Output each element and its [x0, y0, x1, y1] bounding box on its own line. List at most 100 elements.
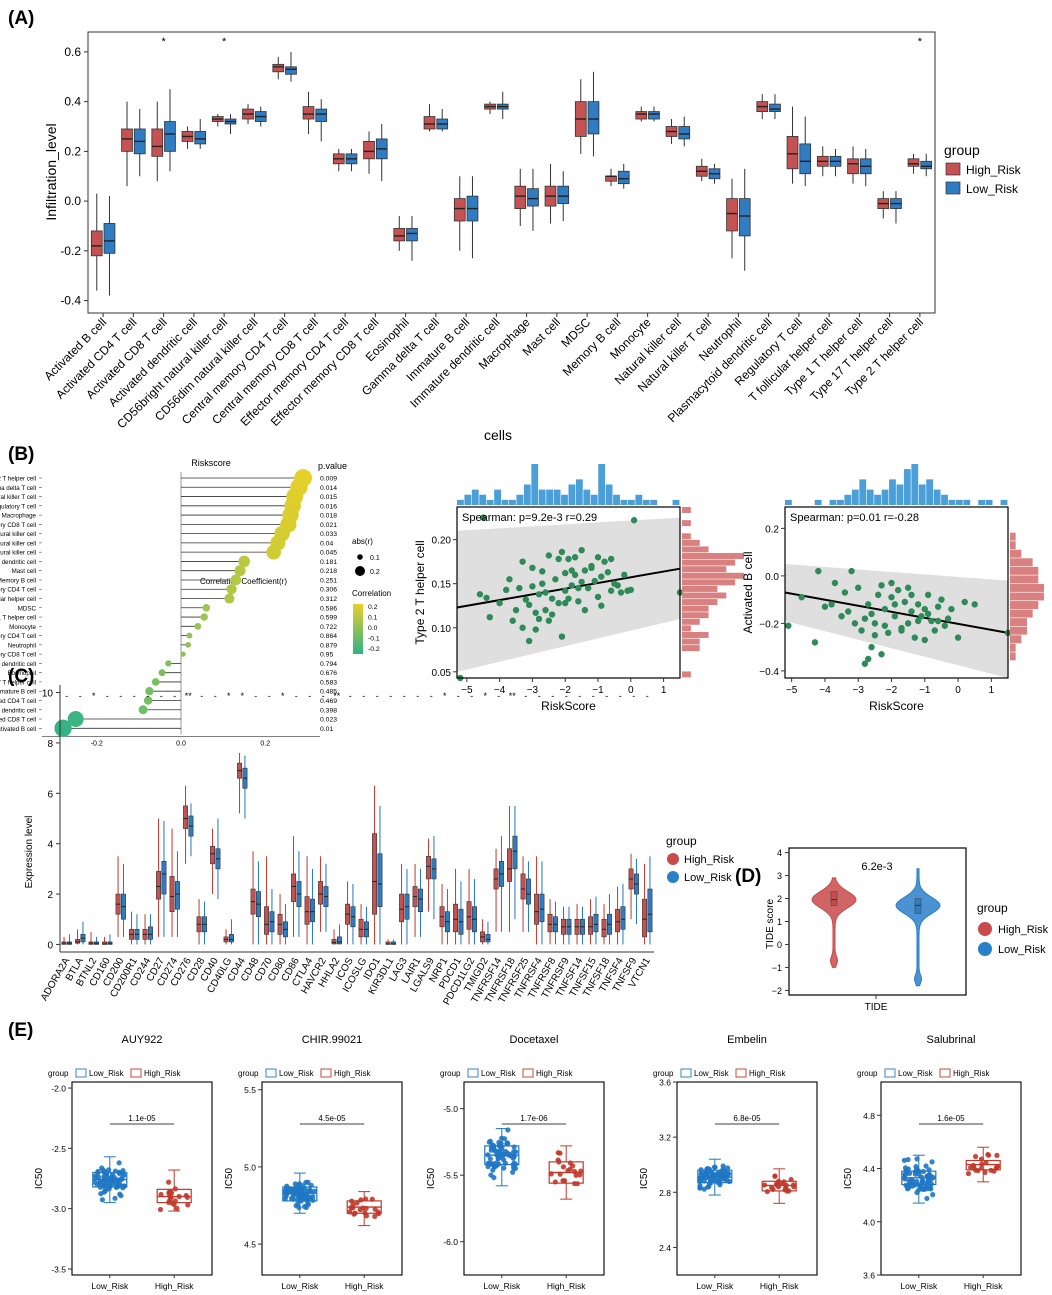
ic50-point: [293, 1184, 299, 1190]
scatter-point: [898, 627, 905, 634]
scatter-point: [871, 632, 879, 639]
ic50-point: [560, 1178, 566, 1184]
scatter-point: [874, 591, 882, 599]
ic50-point: [303, 1191, 309, 1197]
size-legend-dot-1: [357, 554, 363, 560]
significance-mark: -: [646, 691, 649, 701]
top-histogram-bar: [501, 499, 509, 505]
top-histogram-bar: [457, 499, 464, 505]
y-tick-label: 0.20: [432, 536, 452, 547]
panel-c-label: (C): [8, 666, 34, 687]
significance-mark: -: [146, 691, 149, 701]
x-tick-label: 0: [628, 685, 634, 696]
box-body: [527, 188, 539, 207]
y-tick-label: 8: [47, 739, 53, 750]
ic50-point: [791, 1184, 797, 1190]
box-body: [507, 848, 513, 882]
ic50-point: [923, 1163, 929, 1169]
panel-a-legend-low: Low_Risk: [966, 182, 1019, 196]
y-tick-label: −0.2: [759, 619, 779, 630]
ic50-point: [994, 1152, 1000, 1158]
scatter-point: [516, 584, 523, 592]
box-body: [512, 835, 518, 870]
legend-swatch-high: [522, 1068, 534, 1078]
lollipop-row-label: Eosinophil: [7, 670, 36, 677]
y-tick-label: 0.4: [64, 95, 81, 109]
ic50-point: [108, 1174, 115, 1180]
ic50-point: [496, 1143, 502, 1149]
subplot-ylabel: IC50: [426, 1168, 437, 1190]
top-histogram-bar: [516, 494, 524, 505]
lollipop-row-label: Neutrophil: [8, 642, 36, 649]
ic50-point: [351, 1211, 357, 1217]
right-histogram-bar: [1010, 558, 1033, 567]
significance-mark: -: [349, 691, 352, 701]
scatter-point: [627, 586, 635, 594]
ic50-point: [112, 1181, 119, 1188]
top-histogram-bar: [985, 499, 993, 505]
significance-mark: -: [308, 691, 311, 701]
ic50-point: [768, 1185, 775, 1191]
subplot-legend-low: Low_Risk: [481, 1069, 517, 1078]
y-tick-label: 4.4: [863, 1164, 875, 1174]
box-body: [485, 934, 491, 943]
ic50-point: [920, 1168, 926, 1175]
scatter-point: [542, 589, 549, 596]
scatter-point: [851, 620, 859, 627]
ic50-point: [504, 1141, 510, 1147]
scatter-point: [601, 558, 608, 565]
legend-swatch-high: [735, 1068, 747, 1078]
scatter-point: [532, 626, 539, 633]
lollipop-pvalue: 0.794: [320, 661, 337, 668]
right-histogram-bar: [682, 585, 718, 592]
box-body: [520, 873, 526, 900]
box-body: [617, 170, 630, 185]
right-histogram-bar: [682, 566, 727, 573]
top-histogram-bar: [546, 489, 554, 505]
ic50-point: [492, 1164, 498, 1170]
significance-mark: -: [200, 691, 203, 701]
lollipop-dot: [165, 660, 172, 667]
significance-mark: -: [592, 691, 595, 701]
scatter-point: [938, 596, 945, 603]
scatter-point: [888, 579, 895, 587]
ic50-point: [284, 1183, 290, 1189]
significance-mark: -: [551, 691, 554, 701]
box-body: [738, 198, 751, 237]
lollipop-row-label: Effector memory CD4 T cell: [0, 633, 36, 640]
lollipop-pvalue: 0.033: [320, 531, 337, 538]
spearman-annotation: Spearman: p=9.2e-3 r=0.29: [462, 512, 597, 524]
y-tick-label: 0.10: [432, 624, 452, 635]
scatter-point: [868, 643, 875, 651]
box-body: [648, 111, 660, 120]
panel-c-ylabel: Expression level: [24, 816, 35, 889]
scatter-point: [881, 622, 889, 629]
ic50-point: [512, 1161, 519, 1167]
scatter-point: [908, 591, 915, 599]
box-body: [228, 934, 234, 943]
panel-c-legend-high: High_Risk: [684, 854, 735, 866]
x-tick-label: 0.2: [260, 740, 270, 747]
panel-a-legend-title: group: [944, 142, 980, 158]
box-body: [557, 185, 570, 204]
right-histogram-bar: [682, 645, 700, 652]
lollipop-pvalue: 0.015: [320, 494, 337, 501]
panel-c-legend-low: Low_Risk: [684, 872, 732, 884]
ic50-subplot: Docetaxel group Low_Risk High_Risk -5.0 -5.5 -…: [426, 1034, 605, 1291]
ic50-point: [95, 1169, 101, 1176]
ic50-point: [548, 1171, 554, 1177]
y-tick-label: 1: [777, 917, 782, 927]
x-tick-label: −3: [527, 685, 539, 696]
scatter-point: [888, 594, 895, 601]
subplot-legend-title: group: [653, 1069, 674, 1078]
lollipop-row-label: Mast cell: [12, 568, 36, 575]
subplot-title: Docetaxel: [510, 1034, 559, 1046]
lollipop-row-label: Memory B cell: [0, 577, 36, 584]
scatter-point: [588, 564, 595, 572]
panel-c-legend-dot-high: [667, 853, 679, 865]
lollipop-pvalue: 0.023: [320, 717, 337, 724]
right-histogram-bar: [1010, 549, 1022, 558]
top-histogram-bar: [814, 499, 822, 505]
top-histogram-bar: [837, 499, 844, 505]
y-tick-label: -3.0: [51, 1204, 66, 1214]
